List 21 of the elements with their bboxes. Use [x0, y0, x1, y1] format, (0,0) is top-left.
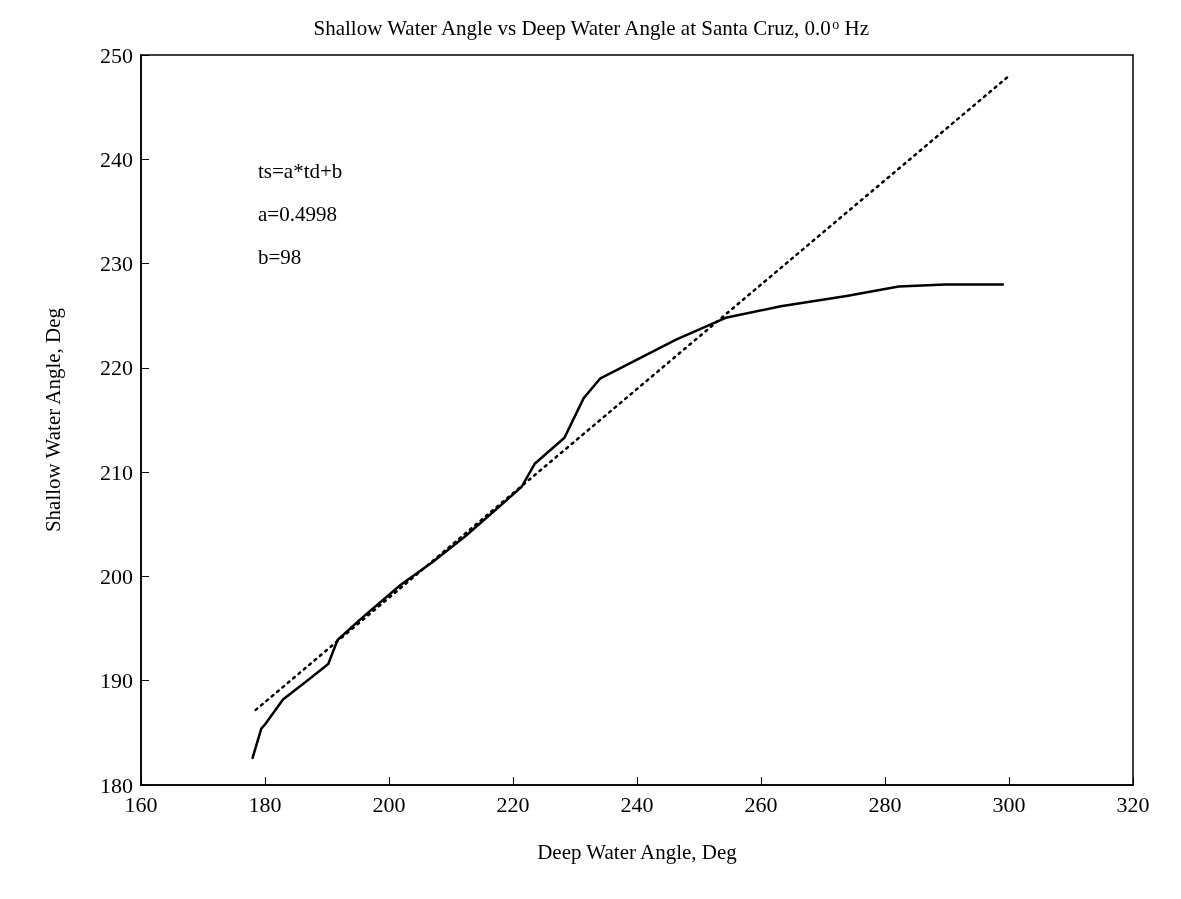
- annotation: ts=a*td+b: [258, 158, 343, 183]
- x-tick-label: 240: [620, 791, 654, 817]
- y-tick-label: 240: [100, 146, 133, 172]
- y-tick-label: 190: [100, 668, 133, 694]
- x-tick-label: 320: [1116, 791, 1150, 817]
- x-tick-label: 180: [248, 791, 282, 817]
- annotation: b=98: [258, 244, 302, 269]
- x-tick-label: 220: [496, 791, 530, 817]
- x-axis-title: Deep Water Angle, Deg: [537, 839, 738, 864]
- y-tick-label: 200: [100, 563, 133, 589]
- y-tick-label: 230: [100, 251, 133, 277]
- x-tick-label: 300: [992, 791, 1026, 817]
- x-tick-label: 200: [372, 791, 406, 817]
- y-tick-label: 250: [100, 42, 133, 68]
- annotation: a=0.4998: [258, 201, 337, 226]
- y-tick-label: 210: [100, 459, 133, 485]
- x-tick-label: 280: [868, 791, 902, 817]
- y-tick-label: 220: [100, 355, 133, 381]
- y-axis-title: Shallow Water Angle, Deg: [40, 307, 65, 533]
- y-tick-label: 180: [100, 772, 133, 798]
- x-tick-label: 260: [744, 791, 778, 817]
